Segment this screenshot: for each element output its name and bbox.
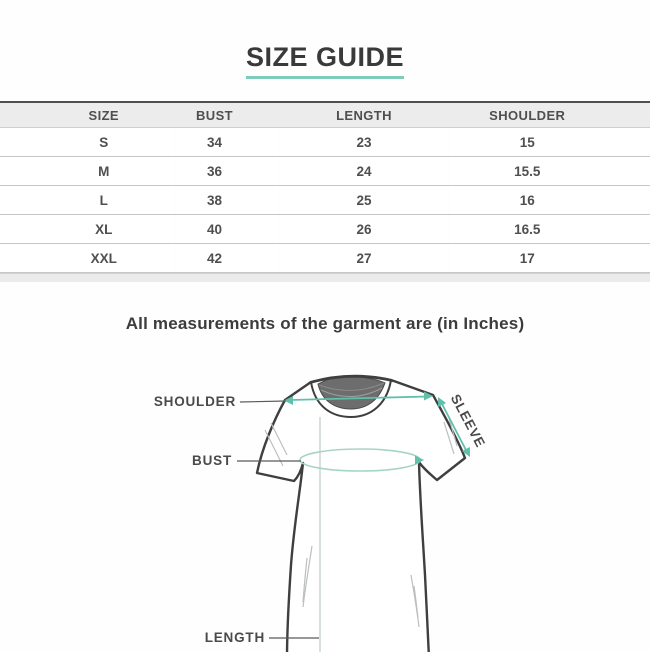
page-title: SIZE GUIDE	[246, 44, 404, 79]
cell-length: 26	[280, 215, 449, 244]
tshirt-outline	[257, 376, 465, 652]
measurement-note: All measurements of the garment are (in …	[0, 314, 650, 334]
cell-shoulder: 15.5	[449, 157, 650, 186]
cell-shoulder: 16	[449, 186, 650, 215]
title-section: SIZE GUIDE	[0, 0, 650, 79]
column-header-length: LENGTH	[280, 102, 449, 128]
cell-bust: 42	[176, 244, 280, 273]
cell-shoulder: 15	[449, 128, 650, 157]
cell-size: M	[0, 157, 176, 186]
column-header-shoulder: SHOULDER	[449, 102, 650, 128]
cell-length: 27	[280, 244, 449, 273]
cell-length: 25	[280, 186, 449, 215]
table-row-m: M 36 24 15.5	[0, 157, 650, 186]
tshirt-diagram-svg: SHOULDER BUST LENGTH SLEEVE	[0, 360, 650, 652]
cell-size: XL	[0, 215, 176, 244]
table-row-l: L 38 25 16	[0, 186, 650, 215]
cell-bust: 34	[176, 128, 280, 157]
table-row-xxl: XXL 42 27 17	[0, 244, 650, 273]
cell-size: XXL	[0, 244, 176, 273]
cell-length: 23	[280, 128, 449, 157]
column-header-bust: BUST	[176, 102, 280, 128]
table-row-xl: XL 40 26 16.5	[0, 215, 650, 244]
length-label: LENGTH	[205, 630, 265, 645]
bust-label: BUST	[192, 453, 232, 468]
tshirt-diagram: SHOULDER BUST LENGTH SLEEVE	[0, 360, 650, 652]
table-bottom-band	[0, 273, 650, 282]
cell-length: 24	[280, 157, 449, 186]
table-header-row: SIZE BUST LENGTH SHOULDER	[0, 102, 650, 128]
column-header-size: SIZE	[0, 102, 176, 128]
size-chart-table: SIZE BUST LENGTH SHOULDER S 34 23 15 M 3…	[0, 101, 650, 273]
cell-shoulder: 16.5	[449, 215, 650, 244]
cell-bust: 38	[176, 186, 280, 215]
cell-size: S	[0, 128, 176, 157]
table-row-s: S 34 23 15	[0, 128, 650, 157]
cell-bust: 40	[176, 215, 280, 244]
shoulder-label: SHOULDER	[154, 394, 236, 409]
cell-bust: 36	[176, 157, 280, 186]
cell-size: L	[0, 186, 176, 215]
shoulder-label-line	[240, 401, 286, 402]
cell-shoulder: 17	[449, 244, 650, 273]
